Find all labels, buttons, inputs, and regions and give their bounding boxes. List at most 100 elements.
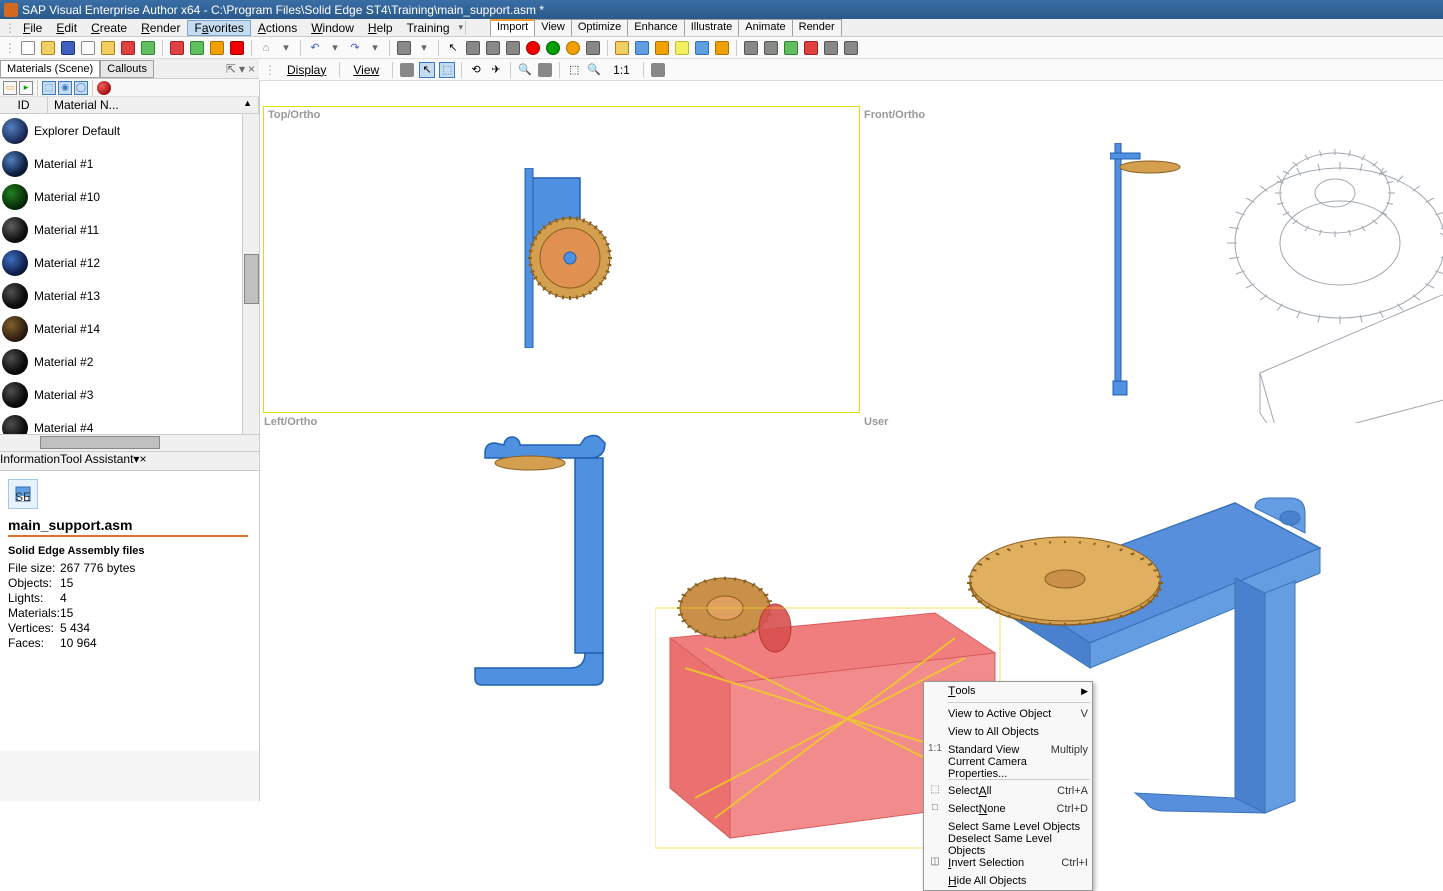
sel-icon[interactable]	[396, 40, 412, 56]
material-row[interactable]: Material #14	[0, 312, 259, 345]
mat-new-icon[interactable]: ▭	[3, 81, 17, 95]
menu-window[interactable]: Window	[304, 20, 361, 36]
cut-icon[interactable]	[169, 40, 185, 56]
tab-materials[interactable]: Materials (Scene)	[0, 60, 100, 78]
new-icon[interactable]	[20, 40, 36, 56]
cam1-icon[interactable]	[634, 40, 650, 56]
b1-icon[interactable]	[823, 40, 839, 56]
dd-icon[interactable]: ▾	[367, 40, 383, 56]
save-icon[interactable]	[60, 40, 76, 56]
menu-file[interactable]: File	[16, 20, 49, 36]
undo-icon[interactable]: ↶	[307, 40, 323, 56]
sphere1-icon[interactable]	[525, 40, 541, 56]
col-id[interactable]: ID	[0, 97, 48, 113]
material-row[interactable]: Explorer Default	[0, 114, 259, 147]
open-icon[interactable]	[40, 40, 56, 56]
ctx-select-all[interactable]: ⬚Select AllCtrl+A	[924, 782, 1092, 800]
vp-fit-icon[interactable]: ⬚	[566, 62, 582, 78]
vp-view-menu[interactable]: View	[346, 61, 386, 79]
material-row[interactable]: Material #4	[0, 411, 259, 434]
vp-ratio[interactable]: 1:1	[606, 61, 637, 79]
ctx-deselect-same-level-objects[interactable]: Deselect Same Level Objects	[924, 836, 1092, 854]
panel-pin-icon[interactable]: ⇱	[226, 62, 236, 76]
menu-render[interactable]: Render	[134, 20, 187, 36]
vp-last-icon[interactable]	[650, 62, 666, 78]
tab-animate[interactable]: Animate	[738, 19, 792, 36]
cfg-icon[interactable]	[743, 40, 759, 56]
material-row[interactable]: Material #1	[0, 147, 259, 180]
ctx-hide-all-objects[interactable]: Hide All Objects	[924, 872, 1092, 890]
sphere3-icon[interactable]	[565, 40, 581, 56]
tool2-icon[interactable]	[209, 40, 225, 56]
col-name[interactable]: Material N... ▲	[48, 97, 259, 113]
panel-menu-icon[interactable]: ▾	[239, 62, 245, 76]
grid-icon[interactable]	[763, 40, 779, 56]
tab-import[interactable]: Import	[490, 19, 535, 36]
ctx-view-to-all-objects[interactable]: View to All Objects	[924, 723, 1092, 741]
ctx-tools[interactable]: Tools▶	[924, 682, 1092, 700]
mat-sphere-icon[interactable]	[97, 81, 111, 95]
vp-tool2-icon[interactable]	[537, 62, 553, 78]
viewport-area[interactable]: Top/Ortho Front/Ortho Left/Ortho User	[260, 103, 1443, 837]
home-icon[interactable]: ⌂	[258, 40, 274, 56]
vp-orbit-icon[interactable]: ⟲	[468, 62, 484, 78]
scale-icon[interactable]	[505, 40, 521, 56]
menu-edit[interactable]: Edit	[49, 20, 84, 36]
sphere2-icon[interactable]	[545, 40, 561, 56]
tab-tool-assistant[interactable]: Tool Assistant	[60, 452, 133, 470]
vp-sel2-icon[interactable]: ⬚	[439, 62, 455, 78]
materials-hscroll[interactable]	[0, 434, 259, 451]
material-row[interactable]: Material #13	[0, 279, 259, 312]
mat-mode2-icon[interactable]: ◉	[58, 81, 72, 95]
copy-icon[interactable]	[80, 40, 96, 56]
edit-icon[interactable]	[140, 40, 156, 56]
menu-favorites[interactable]: Favorites	[187, 20, 250, 36]
lgt1-icon[interactable]	[674, 40, 690, 56]
material-row[interactable]: Material #12	[0, 246, 259, 279]
lgt3-icon[interactable]	[714, 40, 730, 56]
paste-icon[interactable]	[100, 40, 116, 56]
tab-enhance[interactable]: Enhance	[627, 19, 684, 36]
chk-icon[interactable]	[783, 40, 799, 56]
tab-render[interactable]: Render	[792, 19, 842, 36]
move-icon[interactable]	[465, 40, 481, 56]
material-row[interactable]: Material #2	[0, 345, 259, 378]
tab-information[interactable]: Information	[0, 452, 60, 470]
cursor-icon[interactable]: ↖	[445, 40, 461, 56]
tool3-icon[interactable]	[229, 40, 245, 56]
vp-tool1-icon[interactable]	[399, 62, 415, 78]
info-close-icon[interactable]: ×	[139, 452, 146, 466]
material-row[interactable]: Material #3	[0, 378, 259, 411]
scrollbar-thumb[interactable]	[244, 254, 259, 304]
x-icon[interactable]	[803, 40, 819, 56]
delete-icon[interactable]	[120, 40, 136, 56]
tab-optimize[interactable]: Optimize	[571, 19, 628, 36]
menu-actions[interactable]: Actions	[251, 20, 304, 36]
dd-icon[interactable]: ▾	[416, 40, 432, 56]
align-icon[interactable]	[585, 40, 601, 56]
mat-mode1-icon[interactable]: ⬚	[42, 81, 56, 95]
redo-icon[interactable]: ↷	[347, 40, 363, 56]
cam2-icon[interactable]	[654, 40, 670, 56]
hscroll-thumb[interactable]	[40, 436, 160, 449]
menu-training[interactable]: Training	[400, 20, 457, 36]
mat-run-icon[interactable]: ▸	[19, 81, 33, 95]
rot-icon[interactable]	[485, 40, 501, 56]
vp-display-menu[interactable]: Display	[280, 61, 333, 79]
materials-scrollbar[interactable]	[242, 114, 259, 434]
tool1-icon[interactable]	[189, 40, 205, 56]
tab-callouts[interactable]: Callouts	[100, 60, 154, 78]
tab-view[interactable]: View	[534, 19, 572, 36]
vp-zoom-icon[interactable]: 🔍	[517, 62, 533, 78]
lgt2-icon[interactable]	[694, 40, 710, 56]
vp-fly-icon[interactable]: ✈	[488, 62, 504, 78]
vp-sel-icon[interactable]: ↖	[419, 62, 435, 78]
material-row[interactable]: Material #11	[0, 213, 259, 246]
tab-illustrate[interactable]: Illustrate	[684, 19, 740, 36]
ctx-invert-selection[interactable]: ◫Invert SelectionCtrl+I	[924, 854, 1092, 872]
vp-zoom2-icon[interactable]: 🔍	[586, 62, 602, 78]
ctx-select-none[interactable]: □Select NoneCtrl+D	[924, 800, 1092, 818]
ctx-current-camera-properties-[interactable]: Current Camera Properties...	[924, 759, 1092, 777]
panel-close-icon[interactable]: ×	[248, 62, 255, 76]
ctx-view-to-active-object[interactable]: View to Active ObjectV	[924, 705, 1092, 723]
